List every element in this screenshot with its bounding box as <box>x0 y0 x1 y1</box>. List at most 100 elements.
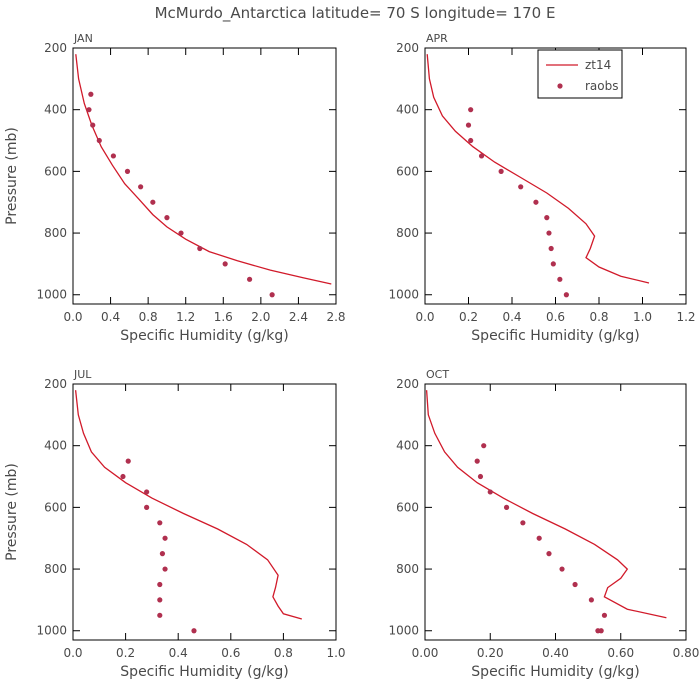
legend-dot-swatch <box>557 83 563 89</box>
data-point-raobs <box>503 504 510 510</box>
panel-label: APR <box>426 32 448 45</box>
data-point-raobs <box>125 458 131 464</box>
data-point-raobs <box>478 153 485 159</box>
y-tick-label: 600 <box>44 164 67 178</box>
legend-line-label: zt14 <box>585 58 611 72</box>
data-point-raobs <box>595 628 601 634</box>
y-tick-label: 600 <box>44 500 67 514</box>
x-tick-label: 1.2 <box>676 310 695 324</box>
x-tick-label: 0.8 <box>139 310 158 324</box>
data-point-raobs <box>520 520 526 526</box>
y-tick-label: 800 <box>44 226 67 240</box>
data-point-raobs <box>157 520 163 526</box>
x-tick-label: 0.8 <box>274 646 293 660</box>
y-tick-label: 800 <box>396 562 419 576</box>
y-tick-label: 1000 <box>36 288 67 302</box>
y-tick-label: 200 <box>396 41 419 55</box>
data-point-raobs <box>96 137 102 144</box>
y-tick-label: 1000 <box>388 288 419 302</box>
data-point-raobs <box>162 535 168 541</box>
y-tick-label: 1000 <box>388 624 419 638</box>
x-tick-label: 0.8 <box>589 310 608 324</box>
panel-label: JAN <box>73 32 93 45</box>
series-line-zt14 <box>74 390 302 620</box>
data-point-raobs <box>197 245 203 252</box>
x-tick-label: 0.2 <box>459 310 478 324</box>
data-point-raobs <box>474 458 480 464</box>
data-point-raobs <box>536 535 542 541</box>
y-tick-label: 400 <box>44 103 67 117</box>
data-point-raobs <box>124 168 131 174</box>
data-point-raobs <box>468 137 474 144</box>
x-tick-label: 0.6 <box>221 646 240 660</box>
x-tick-label: 0.80 <box>673 646 700 660</box>
x-axis-title: Specific Humidity (g/kg) <box>471 664 639 680</box>
legend-dot-label: raobs <box>585 79 619 93</box>
x-tick-label: 0.20 <box>477 646 504 660</box>
data-point-raobs <box>563 292 569 298</box>
data-point-raobs <box>90 122 96 128</box>
x-axis-title: Specific Humidity (g/kg) <box>120 664 288 680</box>
y-tick-label: 600 <box>396 164 419 178</box>
x-tick-label: 2.8 <box>326 310 345 324</box>
x-tick-label: 2.0 <box>251 310 270 324</box>
data-point-raobs <box>191 628 197 634</box>
x-tick-label: 0.60 <box>607 646 634 660</box>
x-tick-label: 1.6 <box>214 310 233 324</box>
y-tick-label: 400 <box>44 439 67 453</box>
x-tick-label: 1.0 <box>633 310 652 324</box>
y-tick-label: 800 <box>44 562 67 576</box>
y-tick-label: 400 <box>396 439 419 453</box>
data-point-raobs <box>548 245 554 252</box>
x-tick-label: 0.4 <box>502 310 521 324</box>
x-tick-label: 1.0 <box>326 646 345 660</box>
data-point-raobs <box>477 473 484 480</box>
data-point-raobs <box>246 276 253 282</box>
data-point-raobs <box>222 261 228 267</box>
data-point-raobs <box>546 551 552 557</box>
data-point-raobs <box>178 230 184 236</box>
x-tick-label: 0.00 <box>412 646 439 660</box>
chart-title: McMurdo_Antarctica latitude= 70 S longit… <box>155 4 556 23</box>
data-point-raobs <box>157 612 163 618</box>
x-tick-label: 0.0 <box>415 310 434 324</box>
data-point-raobs <box>110 153 116 159</box>
panel-oct: OCT 0.00 0.20 0.40 0.60 0.80 200 400 600 800 1000 S… <box>388 368 699 680</box>
data-point-raobs <box>157 597 163 603</box>
y-tick-label: 600 <box>396 500 419 514</box>
panel-label: JUL <box>73 368 92 381</box>
plot-frame <box>72 47 337 305</box>
y-axis-title: Pressure (mb) <box>4 127 20 225</box>
data-point-raobs <box>518 184 524 190</box>
y-tick-label: 800 <box>396 226 419 240</box>
x-tick-label: 0.4 <box>101 310 120 324</box>
plot-frame <box>424 383 687 641</box>
data-point-raobs <box>120 473 126 480</box>
y-tick-label: 400 <box>396 103 419 117</box>
data-point-raobs <box>269 292 275 298</box>
data-point-raobs <box>159 551 166 557</box>
plot-frame <box>72 383 337 641</box>
data-point-raobs <box>544 215 550 221</box>
data-point-raobs <box>465 122 472 128</box>
data-point-raobs <box>481 443 487 449</box>
y-tick-label: 200 <box>44 377 67 391</box>
data-point-raobs <box>546 230 552 236</box>
y-tick-label: 200 <box>44 41 67 55</box>
data-point-raobs <box>601 612 608 618</box>
panel-apr: APR 0.0 0.2 0.4 0.6 0.8 1.0 1.2 200 400 600 800 1000… <box>388 32 695 344</box>
panel-label: OCT <box>426 368 449 381</box>
data-point-raobs <box>88 91 94 97</box>
x-tick-label: 0.2 <box>116 646 135 660</box>
x-tick-label: 0.4 <box>169 646 188 660</box>
y-tick-label: 1000 <box>36 624 67 638</box>
x-tick-label: 1.2 <box>176 310 195 324</box>
data-point-raobs <box>144 489 150 495</box>
x-axis-title: Specific Humidity (g/kg) <box>120 328 288 344</box>
data-point-raobs <box>164 215 170 221</box>
x-tick-label: 2.4 <box>289 310 308 324</box>
panels: JAN 0.0 0.4 0.8 1.2 1.6 2.0 2.4 2.8 200 400 600 800 1… <box>4 32 699 680</box>
data-point-raobs <box>588 597 594 603</box>
x-tick-label: 0.40 <box>542 646 569 660</box>
